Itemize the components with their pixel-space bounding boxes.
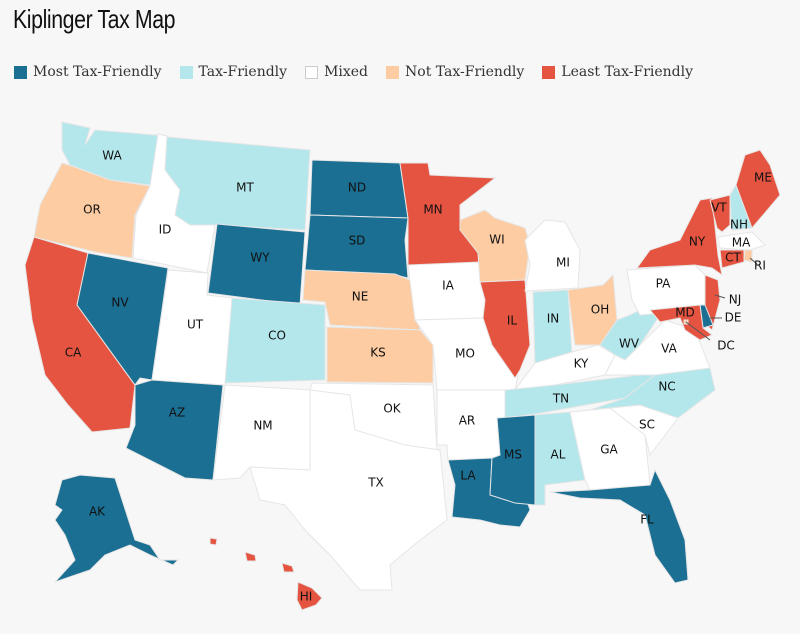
leader-line-dc [685,321,711,341]
state-ks[interactable] [326,326,434,384]
leader-line-nj [714,294,726,299]
state-fl[interactable] [549,468,689,584]
state-md[interactable] [649,304,713,341]
legend-label: Not Tax-Friendly [405,64,525,80]
state-ct[interactable] [719,249,745,269]
state-or[interactable] [33,162,151,259]
state-sd[interactable] [304,214,409,279]
state-mt[interactable] [164,136,311,231]
legend-item-least-tax-friendly[interactable]: Least Tax-Friendly [542,64,693,80]
label-ri: RI [754,259,766,273]
legend-swatch-most [14,65,27,79]
state-ma[interactable] [717,231,766,251]
legend-label: Mixed [324,64,369,80]
state-az[interactable] [125,379,224,481]
leader-line-ri [749,257,758,265]
state-mi[interactable] [524,219,581,292]
legend-label: Least Tax-Friendly [561,64,694,80]
state-hi[interactable] [296,581,323,611]
state-wi[interactable] [459,209,531,283]
legend-item-tax-friendly[interactable]: Tax-Friendly [179,64,288,80]
legend-label: Tax-Friendly [198,64,288,80]
state-hi-kauai[interactable] [209,537,218,546]
state-nd[interactable] [309,159,409,219]
legend-swatch-friendly [179,65,193,79]
state-wy[interactable] [207,223,306,306]
state-ri[interactable] [743,249,753,263]
state-me[interactable] [735,149,781,229]
state-ak[interactable] [54,474,180,583]
state-vt[interactable] [709,194,731,233]
state-hi-maui[interactable] [281,562,295,573]
state-ny[interactable] [635,197,723,277]
state-tx[interactable] [249,389,448,591]
state-ne[interactable] [302,269,421,331]
state-in[interactable] [532,289,573,364]
state-nm[interactable] [212,384,313,481]
state-nv[interactable] [76,252,169,386]
state-hi-oahu[interactable] [244,551,257,562]
page-title: Kiplinger Tax Map [13,4,176,34]
label-dc: DC [717,339,735,353]
legend-label: Most Tax-Friendly [33,64,162,80]
state-co[interactable] [224,297,326,384]
state-ar[interactable] [436,389,506,461]
legend-item-not-tax-friendly[interactable]: Not Tax-Friendly [386,64,524,80]
legend-swatch-least [542,65,556,79]
state-il[interactable] [479,279,531,379]
legend: Most Tax-Friendly Tax-Friendly Mixed Not… [14,64,711,80]
legend-item-mixed[interactable]: Mixed [305,64,368,80]
legend-item-most-tax-friendly[interactable]: Most Tax-Friendly [14,64,162,80]
legend-swatch-not [386,65,400,79]
legend-swatch-mixed [305,65,319,79]
label-nj: NJ [729,293,742,307]
state-ky[interactable] [513,344,616,391]
label-de: DE [725,311,742,325]
